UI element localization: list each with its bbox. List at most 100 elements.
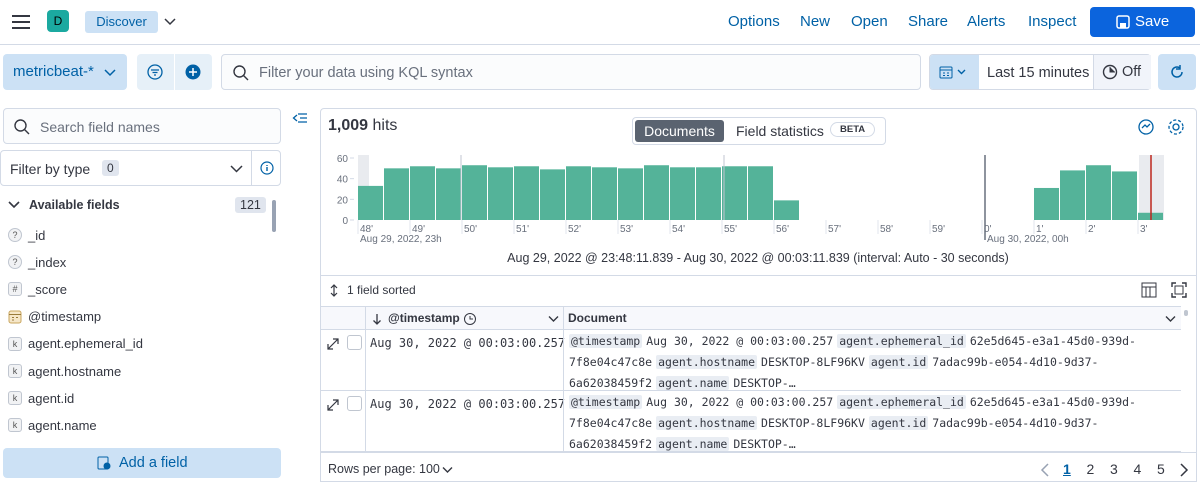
- hits-label: hits: [372, 117, 398, 134]
- type-filter[interactable]: Filter by type 0: [0, 150, 281, 186]
- field-item[interactable]: k agent.ephemeral_id: [8, 334, 143, 354]
- space-avatar[interactable]: D: [47, 10, 69, 32]
- menu-link[interactable]: Alerts: [967, 13, 1006, 30]
- breadcrumb[interactable]: Discover: [85, 11, 158, 33]
- query-input[interactable]: Filter your data using KQL syntax: [221, 54, 921, 90]
- time-range[interactable]: Last 15 minutes: [987, 65, 1090, 81]
- doc-key: agent.id: [868, 416, 929, 430]
- expand-arrow: [327, 399, 339, 411]
- field-search[interactable]: Search field names: [3, 108, 281, 144]
- x-tick-label: 56': [776, 224, 789, 235]
- timestamp-cell: Aug 30, 2022 @ 00:03:00.257: [370, 397, 566, 411]
- table-row: Aug 30, 2022 @ 00:03:00.257 @timestamp Aug…: [321, 330, 1181, 391]
- chevron[interactable]: [1165, 315, 1176, 323]
- doc-key: @timestamp: [569, 334, 643, 348]
- histogram-bar: [410, 166, 435, 220]
- fullscreen-icon[interactable]: [1171, 282, 1187, 298]
- quick-menu[interactable]: [930, 55, 979, 89]
- next-page[interactable]: [1179, 463, 1189, 477]
- calendar-icon: [939, 66, 966, 79]
- chevron[interactable]: [442, 466, 453, 474]
- refresh-button[interactable]: [1158, 54, 1196, 90]
- field-name: agent.name: [28, 417, 97, 433]
- page-link[interactable]: 3: [1110, 461, 1118, 477]
- menu-link[interactable]: Options: [728, 13, 780, 30]
- field-item[interactable]: ? _id: [8, 225, 45, 245]
- rows-per-page[interactable]: Rows per page: 100: [328, 462, 440, 476]
- filter-menu-icon[interactable]: [147, 64, 163, 80]
- menu-link[interactable]: Open: [851, 13, 888, 30]
- divider: [251, 151, 252, 185]
- field-type-icon: k: [8, 336, 22, 351]
- field-name: _score: [28, 281, 68, 297]
- page-link[interactable]: 5: [1157, 461, 1165, 477]
- collapse-sidebar[interactable]: [292, 112, 308, 124]
- add-field-button[interactable]: Add a field: [3, 448, 281, 478]
- density-icon[interactable]: [1141, 282, 1157, 298]
- field-item[interactable]: @timestamp: [8, 307, 101, 327]
- time-range-label: Aug 29, 2022 @ 23:48:11.839 - Aug 30, 20…: [507, 251, 1009, 265]
- chevron: [104, 69, 116, 77]
- field-item[interactable]: ? _index: [8, 252, 66, 272]
- field-type-icon: k: [8, 418, 22, 433]
- field-type-icon: #: [8, 282, 22, 297]
- menu-link[interactable]: New: [800, 13, 831, 30]
- histogram: 0 20 40 60 48' 49' 50' 51' 52' 53' 54' 55' 56' 57' 58'…: [337, 154, 1164, 245]
- doc-value: DESKTOP-8LF96KV: [761, 355, 865, 369]
- expand-icon[interactable]: [327, 338, 339, 350]
- divider: [365, 307, 366, 331]
- x-tick-label: 48': [360, 224, 373, 235]
- expand-arrow: [327, 338, 339, 350]
- info-icon[interactable]: [260, 161, 274, 175]
- menu-icon[interactable]: [12, 14, 30, 30]
- x-tick-label: 59': [932, 224, 945, 235]
- x-tick-label: 50': [464, 224, 477, 235]
- page-link[interactable]: 2: [1086, 461, 1095, 477]
- collapse-arrow[interactable]: [8, 200, 20, 210]
- x-tick-label: 54': [672, 224, 685, 235]
- menu-link[interactable]: Share: [908, 13, 949, 30]
- save-button[interactable]: Save: [1090, 7, 1195, 37]
- menu-link[interactable]: Inspect: [1028, 13, 1077, 30]
- chevron[interactable]: [164, 17, 176, 26]
- doc-value: Aug 30, 2022 @ 00:03:00.257: [646, 395, 834, 409]
- row-checkbox[interactable]: [347, 335, 362, 350]
- field-item[interactable]: k agent.hostname: [8, 361, 121, 381]
- chevron[interactable]: [548, 315, 559, 323]
- data-view-picker[interactable]: metricbeat-*: [3, 54, 127, 90]
- field-type-icon: ?: [8, 255, 22, 270]
- table-header: @timestamp Document: [321, 306, 1181, 331]
- expand-icon[interactable]: [327, 399, 339, 411]
- doc-value: DESKTOP-…: [733, 437, 796, 451]
- doc-key: agent.name: [656, 376, 730, 390]
- column-header[interactable]: Document: [568, 311, 627, 325]
- sort-label[interactable]: 1 field sorted: [347, 283, 416, 297]
- add-filter-icon[interactable]: [185, 64, 201, 80]
- field-item[interactable]: k agent.id: [8, 388, 74, 408]
- x-tick-label: 3': [1140, 224, 1148, 235]
- tab-documents[interactable]: Documents: [635, 120, 724, 142]
- histogram-bar: [774, 200, 799, 220]
- page-link[interactable]: 4: [1133, 461, 1142, 477]
- calendar-lines: [9, 313, 21, 321]
- field-item[interactable]: # _score: [8, 279, 67, 299]
- tab-field-statistics[interactable]: Field statistics: [736, 123, 824, 139]
- sort-desc[interactable]: [372, 313, 382, 325]
- histogram-bar: [1086, 165, 1111, 220]
- auto-refresh[interactable]: Off: [1093, 55, 1151, 89]
- field-type-icon: k: [8, 364, 22, 378]
- settings-icon[interactable]: [1167, 118, 1185, 136]
- histogram-bar: [670, 167, 695, 220]
- field-item[interactable]: k agent.name: [8, 415, 97, 435]
- histogram-bar: [566, 166, 591, 220]
- x-tick-label: 51': [516, 224, 529, 235]
- ml-icon[interactable]: [1137, 118, 1155, 136]
- column-header[interactable]: @timestamp: [388, 311, 460, 325]
- histogram-bar: [644, 165, 669, 220]
- prev-page[interactable]: [1040, 463, 1050, 477]
- page-link[interactable]: 1: [1063, 461, 1071, 477]
- row-checkbox[interactable]: [347, 396, 362, 411]
- sort-icon[interactable]: [329, 284, 339, 297]
- x-tick-label: 52': [568, 224, 581, 235]
